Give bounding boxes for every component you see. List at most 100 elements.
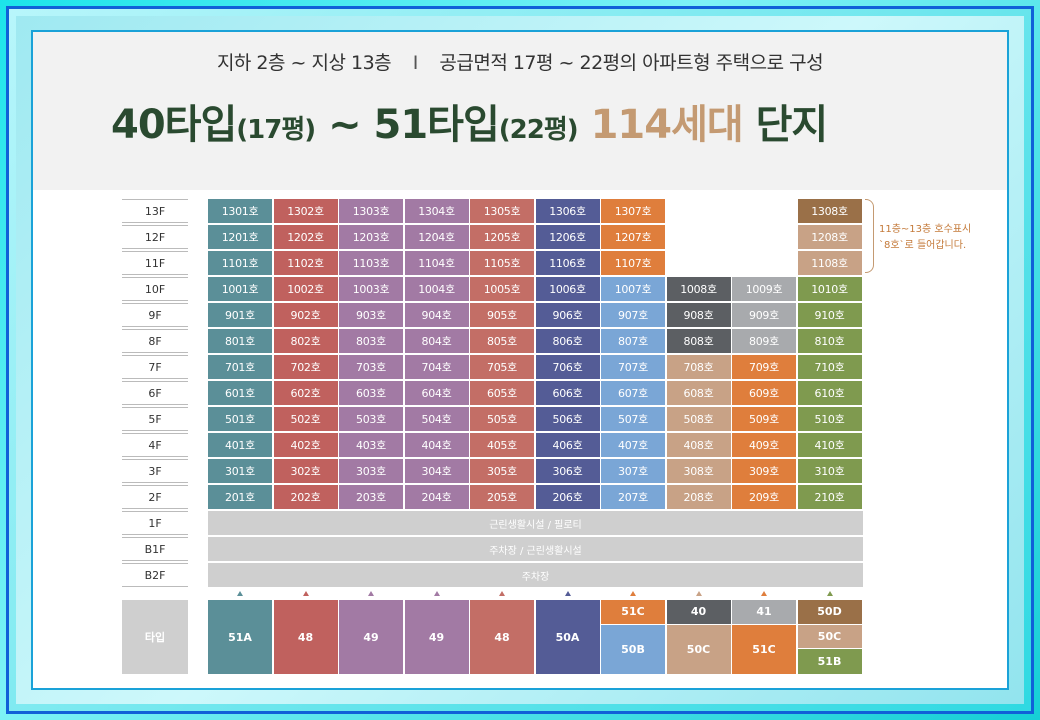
unit-cell: 305호 [470,459,534,483]
unit-cell: 210호 [797,485,862,509]
unit-cell: 610호 [797,381,862,405]
type-marker-icon [695,591,702,596]
unit-cell: 1301호 [208,199,272,223]
unit-cell: 304호 [404,459,469,483]
unit-cell: 707호 [601,355,665,379]
title-complex: 단지 [742,102,829,148]
type-cell: 50C [666,624,731,674]
unit-cell: 708호 [666,355,731,379]
floor-label: 11F [122,251,188,275]
unit-cell: 503호 [339,407,403,431]
unit-cell: 801호 [208,329,272,353]
unit-cell: 406호 [535,433,600,457]
content-panel: 지하 2층 ~ 지상 13층 I 공급면적 17평 ~ 22평의 아파트형 주택… [31,30,1009,690]
unit-cell: 1004호 [404,277,469,301]
unit-cell: 1001호 [208,277,272,301]
unit-cell: 1006호 [535,277,600,301]
type-row-label: 타입 [122,600,188,674]
unit-cell: 1202호 [273,225,338,249]
type-cell: 51A [208,600,272,674]
unit-cell: 703호 [339,355,403,379]
type-cell: 50A [535,600,600,674]
unit-cell: 701호 [208,355,272,379]
note: 11층~13층 호수표시 `8호`로 들어갑니다. [879,222,971,254]
floor-label: 8F [122,329,188,353]
unit-cell: 301호 [208,459,272,483]
note-line-1: 11층~13층 호수표시 [879,224,972,235]
subtitle: 지하 2층 ~ 지상 13층 I 공급면적 17평 ~ 22평의 아파트형 주택… [33,48,1007,75]
page-title: 40타입(17평) ~ 51타입(22평) 114세대 단지 [111,92,829,150]
floor-label: 6F [122,381,188,405]
title-size-17: (17평) [236,115,316,145]
unit-cell: 402호 [273,433,338,457]
unit-cell: 310호 [797,459,862,483]
unit-cell: 705호 [470,355,534,379]
unit-cell: 804호 [404,329,469,353]
unit-cell: 803호 [339,329,403,353]
unit-cell: 901호 [208,303,272,327]
unit-cell: 808호 [666,329,731,353]
unit-cell: 401호 [208,433,272,457]
unit-cell: 510호 [797,407,862,431]
unit-cell: 201호 [208,485,272,509]
unit-cell: 1108호 [797,251,862,275]
unit-cell: 307호 [601,459,665,483]
unit-cell: 405호 [470,433,534,457]
subtitle-area: 공급면적 17평 ~ 22평의 아파트형 주택으로 구성 [439,52,824,74]
type-cell: 48 [470,600,534,674]
unit-cell: 507호 [601,407,665,431]
unit-cell: 506호 [535,407,600,431]
unit-cell: 206호 [535,485,600,509]
unit-cell: 1204호 [404,225,469,249]
type-marker-icon [761,591,767,596]
unit-cell: 204호 [404,485,469,509]
unit-cell: 208호 [666,485,731,509]
unit-cell: 1105호 [470,251,534,275]
unit-cell: 702호 [273,355,338,379]
floor-label: 7F [122,355,188,379]
unit-cell: 709호 [732,355,796,379]
unit-cell: 1207호 [601,225,665,249]
title-type-40: 40타입 [111,102,237,148]
unit-cell: 608호 [666,381,731,405]
unit-cell: 308호 [666,459,731,483]
floor-band: 주차장 / 근린생활시설 [208,537,863,561]
unit-cell: 207호 [601,485,665,509]
unit-cell: 809호 [732,329,796,353]
unit-cell: 1107호 [601,251,665,275]
unit-cell: 902호 [273,303,338,327]
unit-cell: 903호 [339,303,403,327]
unit-cell: 602호 [273,381,338,405]
unit-cell: 601호 [208,381,272,405]
unit-cell: 410호 [797,433,862,457]
unit-cell: 910호 [797,303,862,327]
unit-cell: 1303호 [339,199,403,223]
unit-cell: 605호 [470,381,534,405]
type-marker-icon [564,591,571,596]
unit-cell: 409호 [732,433,796,457]
unit-cell: 806호 [535,329,600,353]
type-cell: 51C [601,600,665,624]
type-cell: 50B [601,624,665,674]
unit-cell: 1010호 [797,277,862,301]
type-cell: 51B [797,649,862,674]
type-cell: 51C [732,624,796,674]
unit-cell: 509호 [732,407,796,431]
type-marker-icon [302,591,309,596]
unit-cell: 607호 [601,381,665,405]
unit-cell: 706호 [535,355,600,379]
floor-band: 근린생활시설 / 필로티 [208,511,863,535]
unit-cell: 802호 [273,329,338,353]
type-marker-icon [499,591,505,596]
type-cell: 50D [797,600,862,624]
unit-cell: 810호 [797,329,862,353]
header: 지하 2층 ~ 지상 13층 I 공급면적 17평 ~ 22평의 아파트형 주택… [33,32,1007,190]
title-type-51: ~ 51타입 [315,102,500,148]
unit-cell: 905호 [470,303,534,327]
unit-cell: 603호 [339,381,403,405]
unit-cell: 202호 [273,485,338,509]
unit-cell: 505호 [470,407,534,431]
unit-cell: 906호 [535,303,600,327]
unit-cell: 704호 [404,355,469,379]
unit-cell: 508호 [666,407,731,431]
